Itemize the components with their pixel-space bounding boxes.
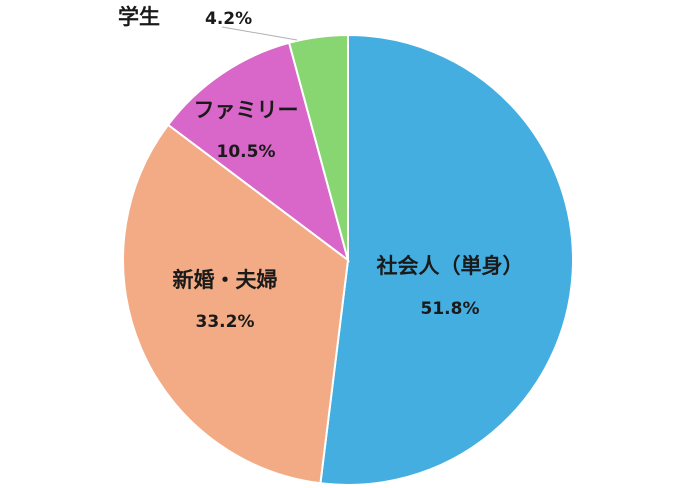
- pie-labels: 社会人（単身） 51.8% 新婚・夫婦 33.2% ファミリー 10.5% 学生 4.2%: [118, 5, 524, 332]
- slice-value-gakusei: 4.2%: [205, 9, 252, 29]
- slice-value-family: 10.5%: [217, 142, 276, 162]
- slice-value-shakaijin: 51.8%: [421, 299, 480, 319]
- pie-slice-gakusei: [287, 33, 349, 261]
- slice-label-shinkon-fufu: 新婚・夫婦: [173, 268, 278, 292]
- pie-slice-shinkon-fufu: [122, 123, 350, 485]
- slice-label-gakusei: 学生: [118, 5, 160, 29]
- pie-slices: [122, 33, 574, 486]
- leader-line-gakusei: [221, 26, 298, 41]
- slice-label-family: ファミリー: [194, 98, 299, 122]
- slice-value-shinkon-fufu: 33.2%: [196, 312, 255, 332]
- slice-label-shakaijin: 社会人（単身）: [376, 254, 524, 278]
- pie-slice-shakaijin: [319, 33, 574, 486]
